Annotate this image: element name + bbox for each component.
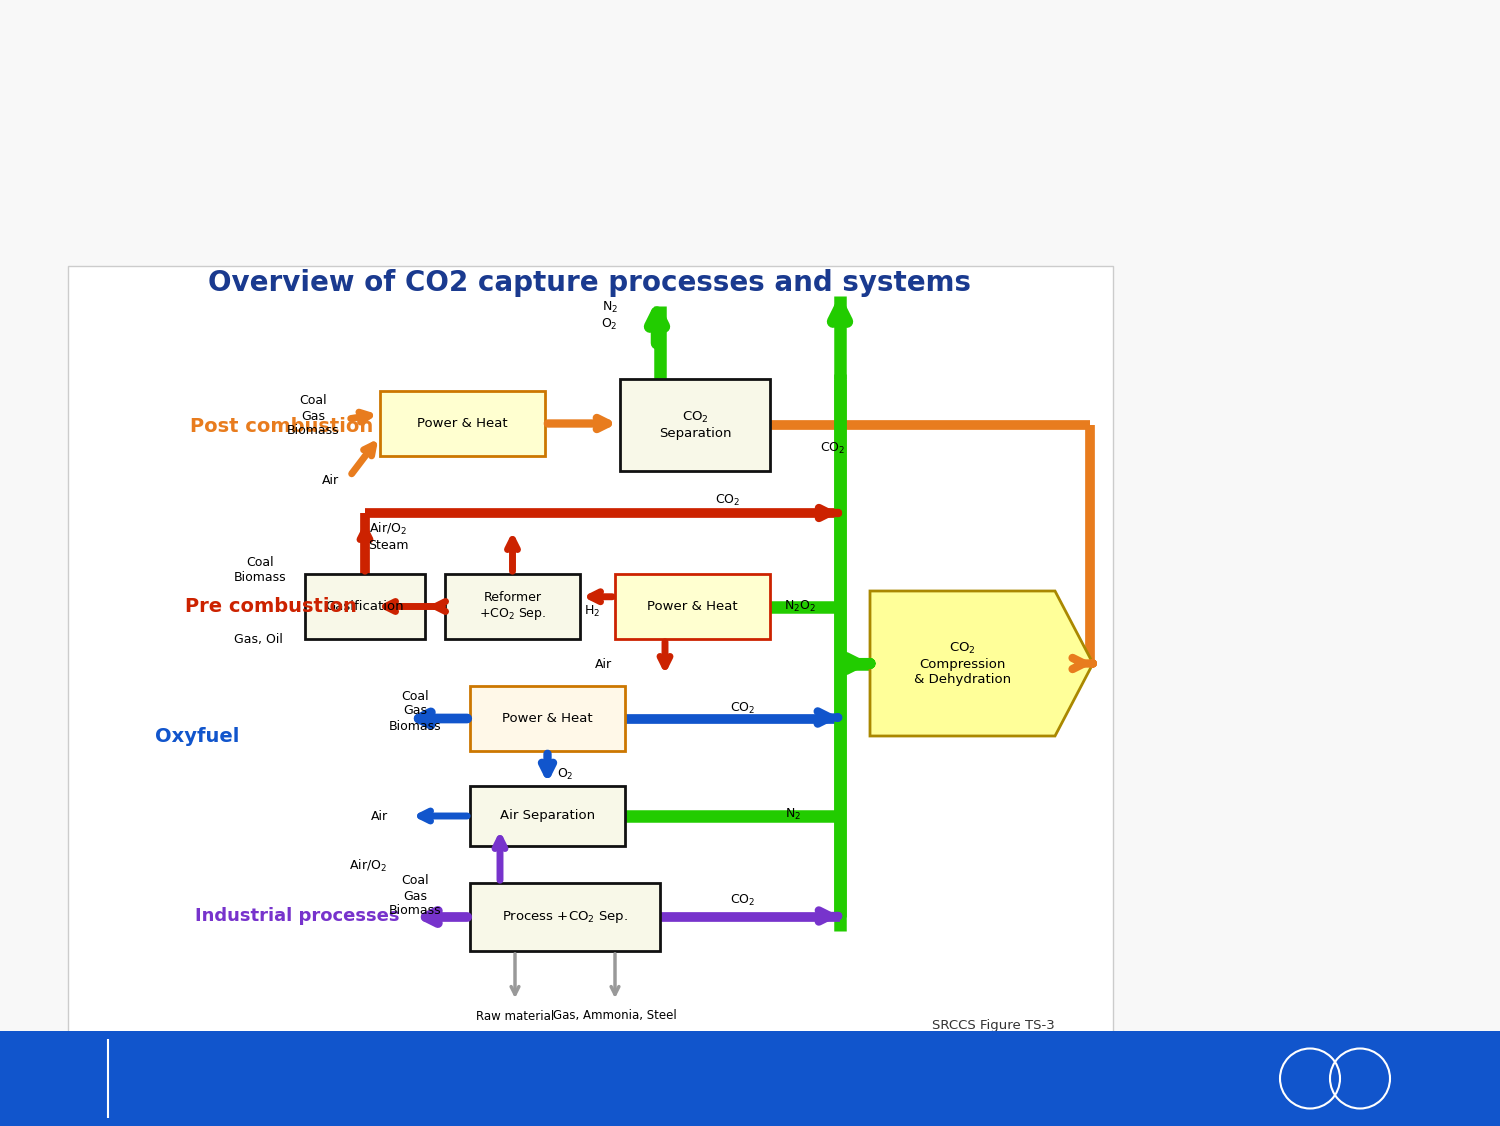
Text: Coal
Biomass: Coal Biomass	[234, 556, 286, 584]
Bar	[0, 1031, 1500, 1126]
Text: N$_2$: N$_2$	[784, 806, 801, 822]
Bar	[470, 686, 626, 751]
Text: CO$_2$
Separation: CO$_2$ Separation	[658, 410, 732, 440]
Text: Air Separation: Air Separation	[500, 810, 596, 822]
Polygon shape	[870, 591, 1094, 736]
Bar	[620, 379, 770, 471]
Text: Coal
Gas
Biomass: Coal Gas Biomass	[388, 689, 441, 733]
Bar	[470, 883, 660, 951]
Text: CO$_2$: CO$_2$	[716, 492, 741, 508]
Text: Process +CO$_2$ Sep.: Process +CO$_2$ Sep.	[503, 909, 628, 924]
Text: Gas, Oil: Gas, Oil	[234, 633, 282, 645]
Text: Air: Air	[370, 810, 388, 822]
Text: O$_2$: O$_2$	[556, 767, 574, 781]
Text: Power & Heat: Power & Heat	[503, 712, 592, 725]
Text: Power & Heat: Power & Heat	[417, 417, 509, 430]
Bar	[615, 574, 770, 638]
Text: Air: Air	[321, 474, 339, 488]
Text: Gasification: Gasification	[326, 600, 405, 613]
Bar	[68, 266, 1113, 1066]
Text: CO$_2$: CO$_2$	[730, 893, 756, 908]
Text: Industrial processes: Industrial processes	[195, 908, 399, 924]
Bar	[380, 391, 544, 456]
Text: IPCC: IPCC	[32, 1070, 78, 1088]
Bar	[470, 786, 626, 846]
Text: SRCCS Figure TS-3: SRCCS Figure TS-3	[932, 1019, 1054, 1033]
Text: WMO  UNEP: WMO UNEP	[1334, 1072, 1426, 1085]
Text: Coal
Gas
Biomass: Coal Gas Biomass	[388, 875, 441, 918]
Text: Reformer
+CO$_2$ Sep.: Reformer +CO$_2$ Sep.	[478, 591, 546, 622]
Text: Raw material: Raw material	[476, 1010, 554, 1022]
Text: Pre combustion: Pre combustion	[184, 597, 357, 616]
Text: N$_2$O$_2$: N$_2$O$_2$	[784, 598, 816, 614]
Bar	[446, 574, 580, 638]
Text: CO$_2$
Compression
& Dehydration: CO$_2$ Compression & Dehydration	[914, 641, 1011, 686]
Text: H$_2$: H$_2$	[584, 604, 600, 618]
Text: Power & Heat: Power & Heat	[646, 600, 738, 613]
Text: Air: Air	[594, 658, 612, 670]
Text: Overview of CO2 capture processes and systems: Overview of CO2 capture processes and sy…	[209, 269, 972, 297]
Text: CO$_2$: CO$_2$	[821, 440, 846, 456]
Text: Post combustion: Post combustion	[190, 417, 374, 436]
Text: Gas, Ammonia, Steel: Gas, Ammonia, Steel	[554, 1010, 676, 1022]
Text: INTERGOVERNMENTAL PANEL ON CLIMATE CHANGE: INTERGOVERNMENTAL PANEL ON CLIMATE CHANG…	[448, 1072, 771, 1085]
Text: N$_2$
O$_2$: N$_2$ O$_2$	[602, 300, 618, 332]
Text: Air/O$_2$: Air/O$_2$	[350, 858, 387, 874]
Text: Air/O$_2$
Steam: Air/O$_2$ Steam	[368, 520, 408, 552]
Text: Oxyfuel: Oxyfuel	[154, 726, 240, 745]
Text: CO$_2$: CO$_2$	[730, 700, 756, 715]
Bar	[304, 574, 424, 638]
Text: Coal
Gas
Biomass: Coal Gas Biomass	[286, 394, 339, 438]
